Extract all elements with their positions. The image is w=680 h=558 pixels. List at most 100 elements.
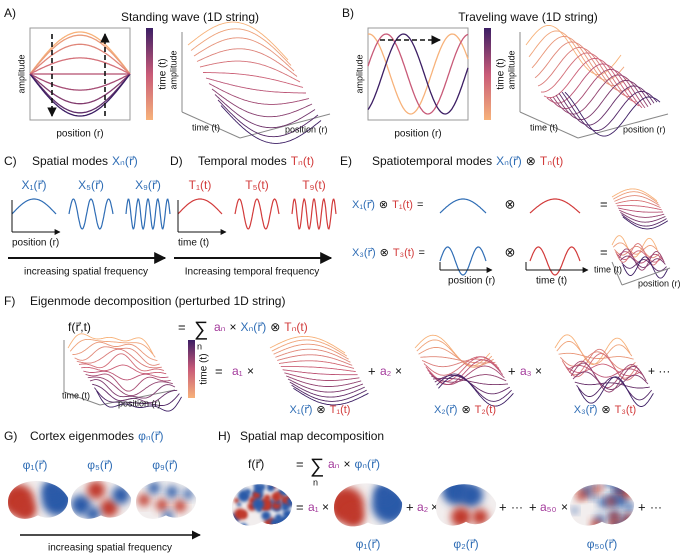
label: a₅₀ — [540, 500, 557, 514]
surface-curve — [284, 372, 360, 381]
label: position (r) — [394, 129, 441, 140]
brain-pattern — [253, 484, 260, 489]
label: × — [395, 364, 402, 378]
panel-title: Eigenmode decomposition (perturbed 1D st… — [30, 294, 285, 308]
brain-pattern — [571, 507, 578, 514]
equation-term: Tₙ(t) — [284, 320, 307, 334]
brain-pattern — [591, 485, 601, 495]
wave-curve — [29, 73, 131, 105]
label: position (r) — [118, 398, 161, 408]
brain-pattern — [86, 507, 100, 519]
label: a₃ — [520, 364, 532, 378]
label: time (t) — [158, 58, 169, 89]
brain-pattern — [286, 496, 293, 506]
colorbar — [484, 28, 491, 120]
label: + — [499, 499, 507, 514]
surface-curve — [565, 363, 642, 377]
brain-pattern — [112, 486, 130, 504]
brain-pattern — [234, 497, 240, 504]
mode-label: T₉(t) — [302, 178, 325, 192]
panel-title: Spatial map decomposition — [240, 429, 384, 443]
axis-line — [519, 111, 579, 139]
brain-pattern — [174, 500, 186, 512]
surface-curve — [567, 365, 643, 378]
brain-pattern — [232, 484, 242, 486]
brain-pattern — [599, 484, 604, 490]
label: + — [368, 363, 376, 378]
surface-curve — [196, 48, 298, 77]
brain-pattern — [239, 484, 246, 488]
equation-term: ⊗ — [316, 404, 325, 416]
surface-curve — [94, 387, 180, 406]
surface-curve — [418, 347, 494, 367]
panel-title: Traveling wave (1D string) — [458, 10, 598, 24]
surface-curve — [620, 255, 666, 268]
surface-curve — [558, 352, 634, 360]
mode-curve — [68, 198, 114, 230]
brain-pattern — [287, 487, 293, 497]
surface-curve — [543, 57, 640, 107]
equation-term: X₁(r⃗) — [352, 199, 375, 211]
equation-term: ⊗ — [380, 247, 389, 259]
surface-curve — [611, 188, 658, 202]
brain-pattern — [626, 484, 632, 487]
brain-pattern — [582, 487, 592, 497]
brain-pattern — [615, 495, 627, 507]
surface-curve — [615, 199, 661, 209]
surface-curve — [611, 235, 658, 258]
surface-curve — [187, 21, 289, 61]
surface-curve — [92, 383, 178, 404]
surface-curve — [280, 366, 356, 373]
brain-pattern — [271, 492, 281, 502]
brain-pattern — [627, 486, 635, 496]
brain-pattern — [237, 502, 242, 507]
brain-pattern — [610, 519, 622, 526]
surface-curve — [555, 79, 652, 121]
brain-pattern — [281, 488, 289, 496]
brain — [232, 484, 293, 526]
axis-line — [611, 261, 623, 286]
equation-term: T₁(t) — [392, 199, 413, 211]
label: increasing spatial frequency — [24, 267, 148, 278]
surface-curve — [615, 243, 661, 266]
mode-curve — [291, 197, 337, 231]
surface-curve — [277, 354, 353, 366]
brain-pattern — [374, 483, 394, 503]
wave-curve — [29, 34, 131, 75]
equation-term: X₃(r⃗) — [352, 247, 376, 259]
surface-curve — [621, 259, 667, 272]
surface-curve — [211, 88, 313, 118]
brain-pattern — [570, 484, 576, 491]
equation-term: ⊗ — [526, 154, 536, 168]
mode-label: φ₁(r⃗) — [23, 458, 48, 472]
brain-pattern — [609, 511, 619, 521]
surface-curve — [616, 205, 662, 211]
label: n — [313, 477, 318, 487]
surface-curve — [89, 379, 176, 399]
wave-curve — [29, 43, 131, 75]
label: = — [178, 319, 186, 334]
label: time (t) — [594, 264, 622, 274]
surface-curve — [570, 362, 647, 393]
axis-line — [181, 111, 241, 139]
mode-label: X₉(r⃗) — [135, 178, 161, 192]
brain-pattern — [283, 521, 291, 526]
brain-pattern — [239, 523, 248, 526]
label: time (t) — [496, 58, 507, 89]
surface-curve — [220, 105, 322, 144]
surface-curve — [622, 216, 669, 230]
label: ∑ — [194, 318, 208, 340]
surface-curve — [612, 191, 659, 204]
brain-pattern — [590, 494, 597, 501]
brain-pattern — [270, 518, 282, 526]
equation: X₂(r⃗) ⊗ T₂(t) — [434, 404, 496, 416]
label: = — [600, 196, 608, 211]
surface-curve — [429, 365, 505, 386]
panel-label: D) — [170, 154, 183, 168]
equation-term: ⊗ — [601, 404, 610, 416]
label: position (r) — [638, 278, 680, 288]
surface-curve — [208, 83, 310, 105]
label: position (r) — [448, 276, 495, 287]
label: ··· — [650, 500, 662, 514]
